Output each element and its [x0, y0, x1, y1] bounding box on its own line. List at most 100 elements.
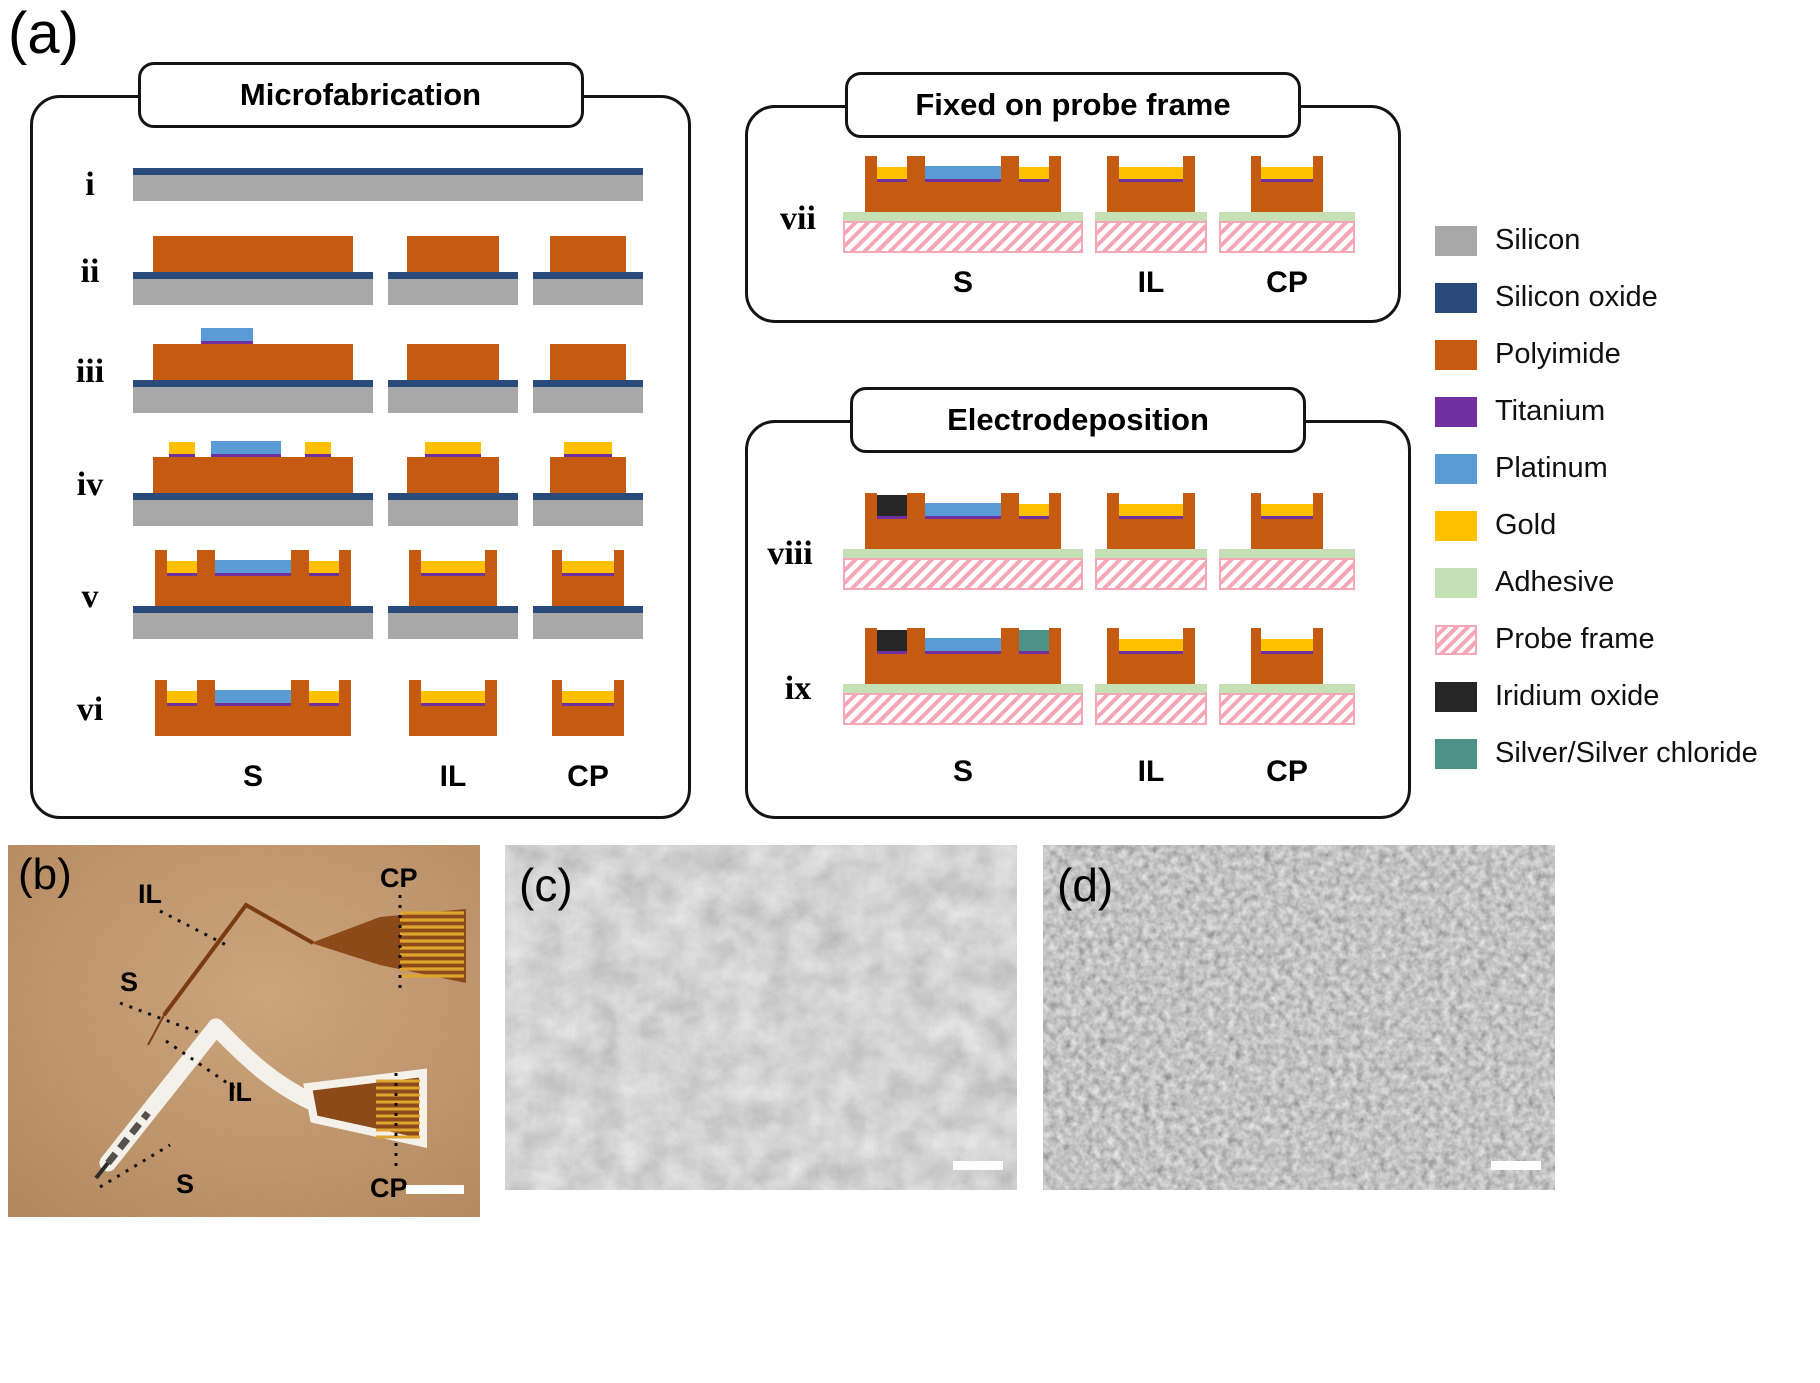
substrate	[388, 380, 518, 413]
titanium-layer	[1119, 516, 1183, 519]
gold-electrode-site	[877, 167, 907, 182]
device-placeholder	[155, 550, 351, 606]
step-iv-row	[133, 440, 643, 526]
cardboard-texture	[8, 845, 480, 1217]
device-top	[155, 550, 351, 576]
device-top	[409, 680, 497, 706]
legend-label: Probe frame	[1495, 623, 1655, 655]
annotation-s-top: S	[120, 967, 138, 997]
annotation-cp-bottom: CP	[370, 1173, 408, 1203]
platinum-site	[925, 638, 1001, 654]
device-cross-section-cp	[1251, 493, 1323, 549]
gold-electrode-site	[309, 691, 339, 706]
substrate	[133, 493, 373, 526]
step-iv-s	[133, 440, 373, 526]
titanium-layer	[309, 573, 339, 576]
device-placeholder	[1107, 493, 1195, 549]
gold-layer	[305, 442, 331, 454]
gold-layer	[564, 442, 612, 454]
device-placeholder	[1107, 628, 1195, 684]
polyimide-wall	[1313, 493, 1323, 519]
step-label-viii: viii	[767, 535, 813, 572]
panel-b-label: (b)	[18, 850, 72, 899]
platinum-site	[201, 328, 253, 344]
column-label-cp: CP	[1266, 266, 1308, 299]
device-top	[1107, 628, 1195, 654]
polyimide-ridge	[291, 550, 309, 576]
gold-electrode-site	[305, 442, 331, 457]
step-iii-cp	[533, 344, 643, 413]
substrate	[388, 606, 518, 639]
polyimide-wall	[1049, 156, 1061, 182]
legend-item: Adhesive	[1435, 554, 1758, 611]
polyimide-wall	[1183, 156, 1195, 182]
gold-layer	[1261, 639, 1313, 651]
probe-frame-block	[1095, 558, 1207, 590]
step-ii-row	[133, 236, 643, 305]
legend: Silicon Silicon oxide Polyimide Titanium…	[1435, 212, 1758, 782]
electrodeposition-box: Electrodeposition viii ix	[745, 387, 1411, 819]
titanium-layer	[421, 703, 485, 706]
gold-layer	[421, 691, 485, 703]
legend-label: Silver/Silver chloride	[1495, 737, 1758, 769]
device-cross-section-cp	[552, 680, 624, 736]
microfabrication-title: Microfabrication	[137, 62, 584, 128]
platinum-site	[925, 503, 1001, 519]
device-top	[1251, 156, 1323, 182]
device-placeholder	[865, 628, 1061, 684]
gold-layer	[425, 442, 481, 454]
adhesive-layer	[1095, 549, 1207, 558]
assembly-s	[843, 628, 1083, 725]
gold-electrode-site	[425, 442, 481, 457]
step-iii-il	[388, 344, 518, 413]
substrate	[133, 380, 373, 413]
device-top	[865, 156, 1061, 182]
legend-item: Platinum	[1435, 440, 1758, 497]
step-ii-cp	[533, 236, 643, 305]
column-il: IL	[1095, 755, 1207, 789]
polyimide-layer	[550, 236, 626, 272]
probe-frame-block	[1095, 693, 1207, 725]
device-cross-section-il	[409, 550, 497, 606]
titanium-layer	[877, 516, 907, 519]
column-label-cp: CP	[1266, 755, 1308, 788]
probe-frame-block	[843, 221, 1083, 253]
polyimide-layer	[407, 457, 499, 493]
gold-electrode-site	[562, 691, 614, 706]
panel-c-label: (c)	[519, 859, 573, 911]
legend-swatch-polyimide	[1435, 339, 1477, 370]
assembly-il	[1095, 156, 1207, 253]
step-v-il	[388, 550, 518, 639]
annotation-il-top: IL	[138, 879, 162, 909]
titanium-layer	[925, 179, 1001, 182]
device-cross-section-il	[409, 680, 497, 736]
gold-electrode-site	[167, 561, 197, 576]
polyimide-body	[409, 576, 497, 606]
section-line-il-bottom	[165, 1039, 237, 1091]
titanium-layer	[215, 703, 291, 706]
substrate	[533, 272, 643, 305]
legend-label: Titanium	[1495, 395, 1606, 427]
polyimide-wall	[155, 680, 167, 706]
adhesive-layer	[1095, 684, 1207, 693]
gold-layer	[877, 167, 907, 179]
annotation-s-bottom: S	[176, 1169, 194, 1199]
probe-frame-block	[843, 558, 1083, 590]
titanium-layer	[167, 703, 197, 706]
probe-bottom-connector	[303, 1068, 427, 1148]
substrate	[388, 493, 518, 526]
probe-bottom-dark-tip	[105, 1110, 151, 1166]
titanium-layer	[309, 703, 339, 706]
device-top	[552, 680, 624, 706]
legend-label: Iridium oxide	[1495, 680, 1660, 712]
titanium-layer	[1261, 179, 1313, 182]
gold-electrode-site	[169, 442, 195, 457]
device-placeholder	[1107, 156, 1195, 212]
polyimide-wall	[614, 550, 624, 576]
polyimide-wall	[409, 680, 421, 706]
gold-electrode-site	[309, 561, 339, 576]
platinum-layer	[925, 638, 1001, 651]
section-line-s-bottom	[99, 1143, 171, 1189]
annotation-cp-top: CP	[380, 863, 418, 893]
step-label-iii: iii	[75, 353, 105, 390]
